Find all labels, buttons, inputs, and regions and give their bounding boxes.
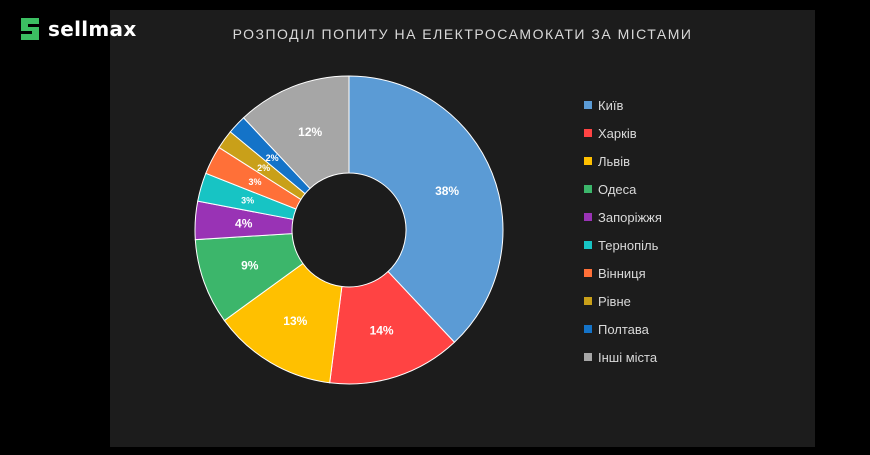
legend-swatch bbox=[584, 101, 592, 109]
data-label-київ: 38% bbox=[435, 184, 459, 198]
data-label-тернопіль: 3% bbox=[241, 196, 254, 206]
data-label-інші-міста: 12% bbox=[298, 125, 322, 139]
legend-label: Одеса bbox=[598, 181, 637, 197]
brand-logo[interactable]: sellmax bbox=[18, 15, 137, 43]
legend-item-львів: Львів bbox=[584, 147, 662, 175]
data-label-запоріжжя: 4% bbox=[235, 216, 253, 230]
data-label-харків: 14% bbox=[370, 323, 394, 337]
legend-label: Харків bbox=[598, 125, 637, 141]
chart-legend: Київ Харків Львів Одеса Запоріжжя Тернопіль Ві… bbox=[584, 91, 662, 371]
legend-swatch bbox=[584, 325, 592, 333]
legend-swatch bbox=[584, 297, 592, 305]
legend-item-вінниця: Вінниця bbox=[584, 259, 662, 287]
data-label-рівне: 2% bbox=[257, 163, 270, 173]
legend-label: Запоріжжя bbox=[598, 209, 662, 225]
data-label-полтава: 2% bbox=[266, 153, 279, 163]
legend-label: Тернопіль bbox=[598, 237, 659, 253]
legend-swatch bbox=[584, 157, 592, 165]
brand-name: sellmax bbox=[48, 17, 137, 41]
legend-item-рівне: Рівне bbox=[584, 287, 662, 315]
data-label-львів: 13% bbox=[283, 314, 307, 328]
legend-label: Київ bbox=[598, 97, 624, 113]
legend-item-київ: Київ bbox=[584, 91, 662, 119]
legend-label: Львів bbox=[598, 153, 631, 169]
data-label-одеса: 9% bbox=[241, 259, 259, 273]
legend-swatch bbox=[584, 213, 592, 221]
legend-item-тернопіль: Тернопіль bbox=[584, 231, 662, 259]
legend-item-одеса: Одеса bbox=[584, 175, 662, 203]
legend-label: Вінниця bbox=[598, 265, 646, 281]
legend-item-запоріжжя: Запоріжжя bbox=[584, 203, 662, 231]
legend-item-інші-міста: Інші міста bbox=[584, 343, 662, 371]
slice-київ bbox=[348, 75, 504, 343]
sellmax-s-icon bbox=[21, 18, 39, 40]
legend-swatch bbox=[584, 353, 592, 361]
legend-item-харків: Харків bbox=[584, 119, 662, 147]
slice-інші-міста bbox=[242, 75, 350, 190]
legend-swatch bbox=[584, 185, 592, 193]
legend-swatch bbox=[584, 269, 592, 277]
chart-title: РОЗПОДІЛ ПОПИТУ НА ЕЛЕКТРОСАМОКАТИ ЗА МІ… bbox=[232, 26, 693, 42]
legend-label: Інші міста bbox=[598, 349, 658, 365]
slice-харків bbox=[329, 270, 456, 385]
legend-item-полтава: Полтава bbox=[584, 315, 662, 343]
data-label-вінниця: 3% bbox=[248, 177, 261, 187]
legend-label: Полтава bbox=[598, 321, 649, 337]
slice-львів bbox=[223, 262, 343, 384]
legend-swatch bbox=[584, 241, 592, 249]
legend-label: Рівне bbox=[598, 293, 631, 309]
legend-swatch bbox=[584, 129, 592, 137]
